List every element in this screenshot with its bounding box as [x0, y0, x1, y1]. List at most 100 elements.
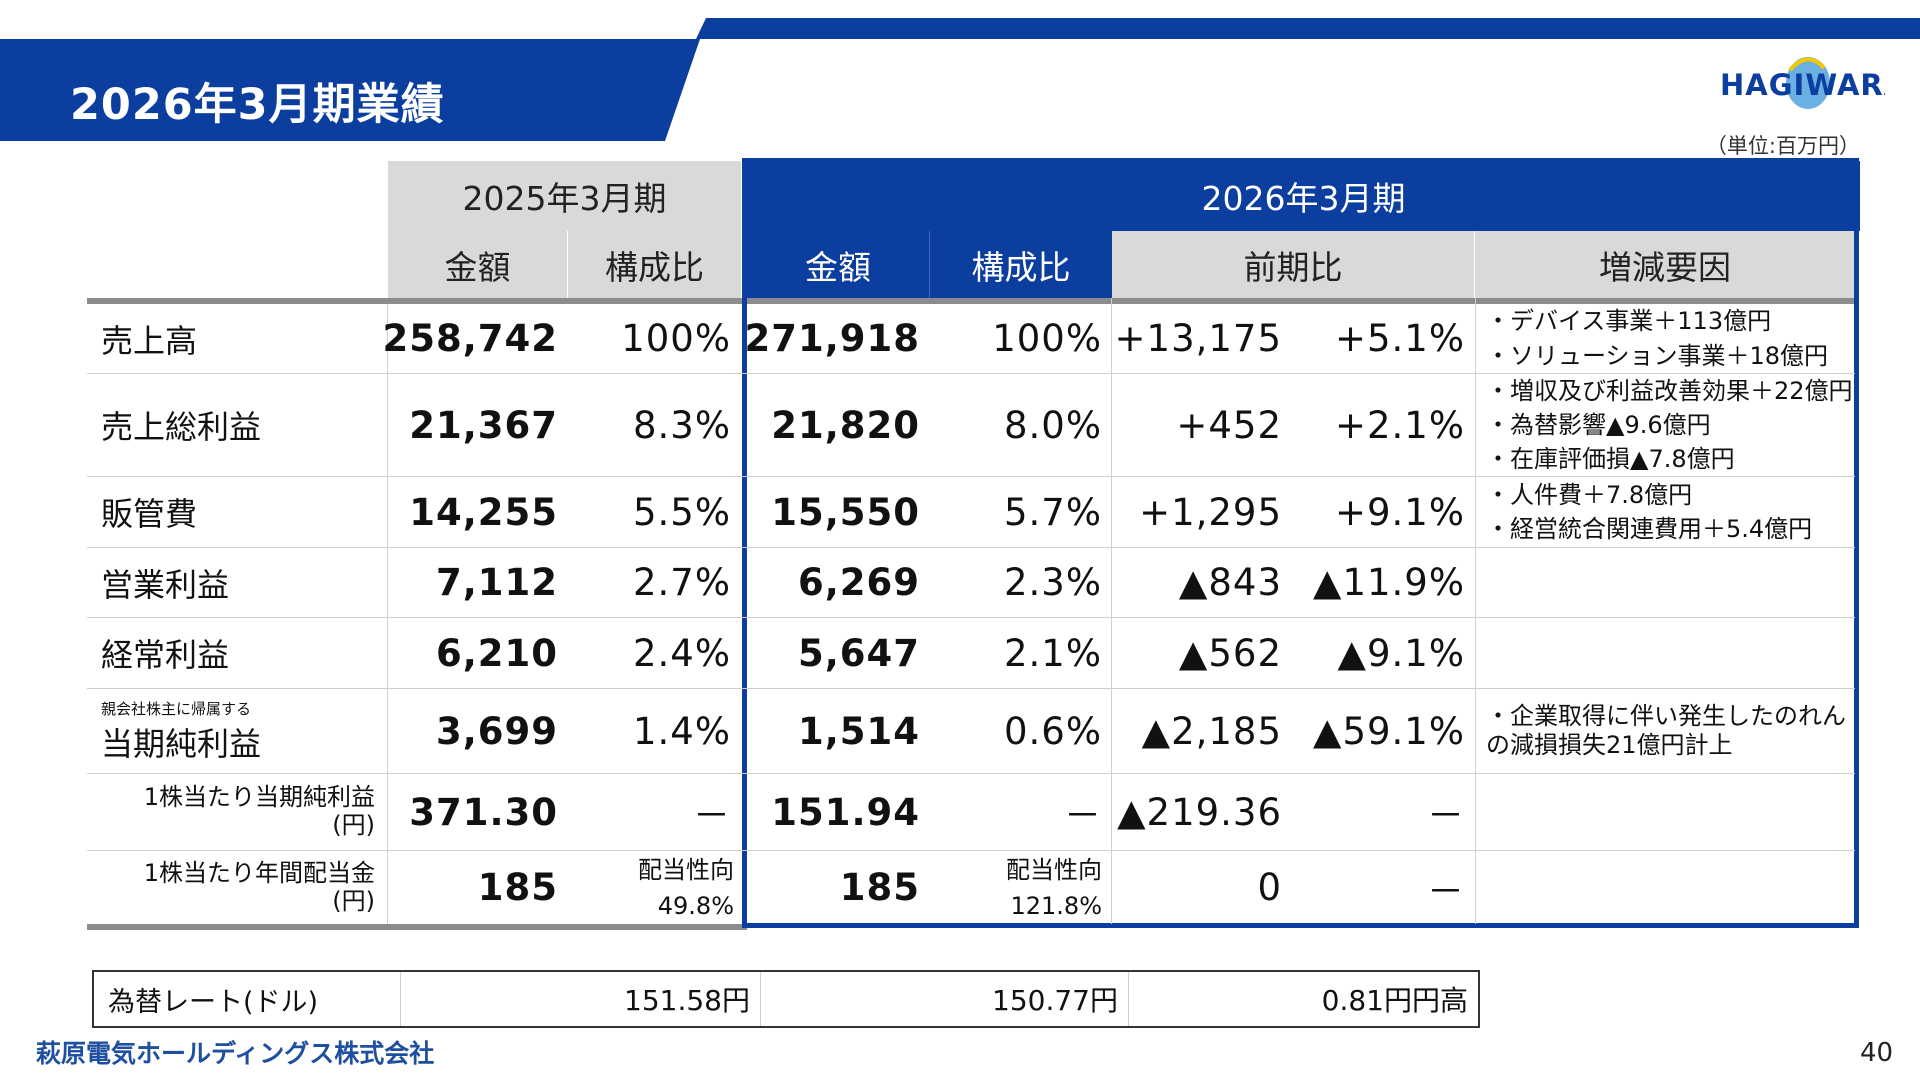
fx-label: 為替レート(ドル) [94, 972, 401, 1026]
col-divider [1475, 298, 1476, 924]
header-divider [87, 298, 1855, 304]
prev-ratio-net-income: 1.4% [633, 709, 731, 753]
fx-diff: 0.81円円高 [1321, 984, 1468, 1017]
prev-amount-sga: 14,255 [409, 490, 558, 534]
factor-line: ・デバイス事業＋113億円 [1486, 307, 1772, 336]
prev-ratio-header: 構成比 [568, 231, 741, 298]
yoy-pct-net-income: ▲59.1% [1313, 709, 1465, 753]
factors-sga: ・人件費＋7.8億円 ・経営統合関連費用＋5.4億円 [1476, 477, 1854, 547]
payout-value: 121.8% [1010, 891, 1102, 920]
svg-text:HAGIWARA: HAGIWARA [1720, 68, 1885, 102]
factors-header: 増減要因 [1475, 231, 1855, 298]
prev-amount-dividend: 185 [477, 866, 558, 909]
fx-prev: 151.58円 [401, 972, 761, 1026]
prev-amount-gross-profit: 21,367 [409, 403, 558, 447]
yoy-pct-operating-profit: ▲11.9% [1313, 561, 1465, 604]
curr-payout-ratio: 配当性向 121.8% [930, 851, 1102, 924]
row-label-net-income-prefix: 親会社株主に帰属する [101, 699, 252, 718]
factor-line: ・企業取得に伴い発生したのれん [1486, 702, 1846, 731]
row-label-dividend: 1株当たり年間配当金 (円) [87, 851, 375, 924]
row-label-dividend-line1: 1株当たり年間配当金 [143, 858, 375, 887]
factor-line: ・経営統合関連費用＋5.4億円 [1486, 515, 1813, 543]
yoy-amount-eps: ▲219.36 [1117, 790, 1282, 834]
table-bottom-rule [87, 924, 747, 930]
row-label-eps-line1: 1株当たり当期純利益 [143, 783, 375, 812]
curr-amount-sga: 15,550 [771, 490, 920, 534]
factors-net-income: ・企業取得に伴い発生したのれん の減損損失21億円計上 [1476, 689, 1854, 773]
row-divider [87, 547, 1855, 548]
period-curr-header: 2026年3月期 [747, 161, 1860, 231]
yoy-amount-ordinary-profit: ▲562 [1178, 631, 1282, 675]
curr-amount-dividend: 185 [839, 866, 920, 909]
yoy-pct-sales: +5.1% [1334, 317, 1465, 360]
unit-note: （単位:百万円） [1705, 134, 1860, 158]
prev-amount-eps: 371.30 [409, 790, 558, 834]
yoy-header: 前期比 [1112, 231, 1475, 298]
prev-amount-ordinary-profit: 6,210 [435, 631, 558, 675]
curr-ratio-ordinary-profit: 2.1% [1004, 631, 1102, 675]
prev-ratio-gross-profit: 8.3% [633, 403, 731, 447]
curr-amount-operating-profit: 6,269 [797, 561, 920, 604]
col-divider [387, 304, 388, 924]
factor-line: ・ソリューション事業＋18億円 [1486, 341, 1829, 370]
row-label-dividend-line2: (円) [332, 886, 375, 915]
row-label-operating-profit: 営業利益 [101, 565, 230, 604]
payout-label: 配当性向 [638, 855, 734, 884]
title-banner [0, 18, 1920, 141]
curr-amount-eps: 151.94 [771, 790, 920, 834]
payout-value: 49.8% [657, 891, 734, 920]
yoy-amount-gross-profit: +452 [1176, 403, 1282, 447]
period-prev-header: 2025年3月期 [388, 161, 741, 231]
curr-amount-ordinary-profit: 5,647 [797, 631, 920, 675]
yoy-pct-ordinary-profit: ▲9.1% [1337, 631, 1465, 675]
yoy-pct-gross-profit: +2.1% [1334, 403, 1465, 447]
prev-amount-net-income: 3,699 [435, 709, 558, 753]
hagiwara-logo: HAGIWARA [1720, 57, 1885, 109]
curr-ratio-net-income: 0.6% [1004, 709, 1102, 753]
page-title: 2026年3月期業績 [70, 80, 445, 130]
row-label-eps: 1株当たり当期純利益 (円) [87, 774, 375, 850]
factor-line: ・在庫評価損▲7.8億円 [1486, 445, 1735, 474]
factor-line: ・人件費＋7.8億円 [1486, 480, 1693, 509]
row-divider [87, 850, 1855, 851]
yoy-amount-operating-profit: ▲843 [1178, 561, 1282, 604]
prev-payout-ratio: 配当性向 49.8% [568, 851, 734, 924]
prev-amount-header: 金額 [388, 231, 568, 298]
row-divider [87, 373, 1855, 374]
factor-line: の減損損失21億円計上 [1486, 731, 1733, 759]
current-period-frame-top [742, 158, 1859, 161]
yoy-amount-net-income: ▲2,185 [1141, 709, 1282, 753]
factors-sales: ・デバイス事業＋113億円 ・ソリューション事業＋18億円 [1476, 304, 1854, 373]
prev-ratio-eps: － [693, 794, 731, 837]
yoy-amount-sga: +1,295 [1139, 490, 1282, 534]
factors-gross-profit: ・増収及び利益改善効果＋22億円 ・為替影響▲9.6億円 ・在庫評価損▲7.8億… [1476, 374, 1854, 476]
payout-label: 配当性向 [1006, 855, 1102, 884]
yoy-pct-dividend: － [1427, 869, 1465, 913]
curr-ratio-sga: 5.7% [1004, 490, 1102, 534]
current-period-frame [742, 158, 1859, 928]
row-divider [87, 688, 1855, 689]
row-divider [87, 617, 1855, 618]
row-label-eps-line2: (円) [332, 811, 375, 839]
factor-line: ・増収及び利益改善効果＋22億円 [1486, 376, 1853, 405]
prev-amount-sales: 258,742 [382, 317, 558, 360]
company-name: 萩原電気ホールディングス株式会社 [36, 1039, 435, 1068]
row-label-ordinary-profit: 経常利益 [101, 636, 230, 674]
curr-amount-net-income: 1,514 [797, 709, 920, 753]
curr-amount-sales: 271,918 [744, 317, 920, 360]
curr-amount-gross-profit: 21,820 [771, 403, 920, 447]
curr-ratio-sales: 100% [992, 317, 1102, 360]
prev-ratio-operating-profit: 2.7% [633, 561, 731, 604]
row-divider [87, 773, 1855, 774]
prev-ratio-sga: 5.5% [633, 490, 731, 534]
curr-ratio-eps: － [1064, 794, 1102, 837]
yoy-pct-sga: +9.1% [1334, 490, 1465, 534]
row-label-sga: 販管費 [101, 495, 198, 533]
row-label-net-income: 親会社株主に帰属する 当期純利益 [87, 689, 387, 773]
col-divider [1111, 298, 1112, 924]
row-label-sales: 売上高 [101, 321, 198, 360]
row-label-net-income-main: 当期純利益 [101, 724, 262, 763]
yoy-amount-dividend: 0 [1257, 866, 1282, 909]
fx-curr: 150.77円 [761, 972, 1129, 1026]
curr-ratio-header: 構成比 [930, 231, 1112, 298]
